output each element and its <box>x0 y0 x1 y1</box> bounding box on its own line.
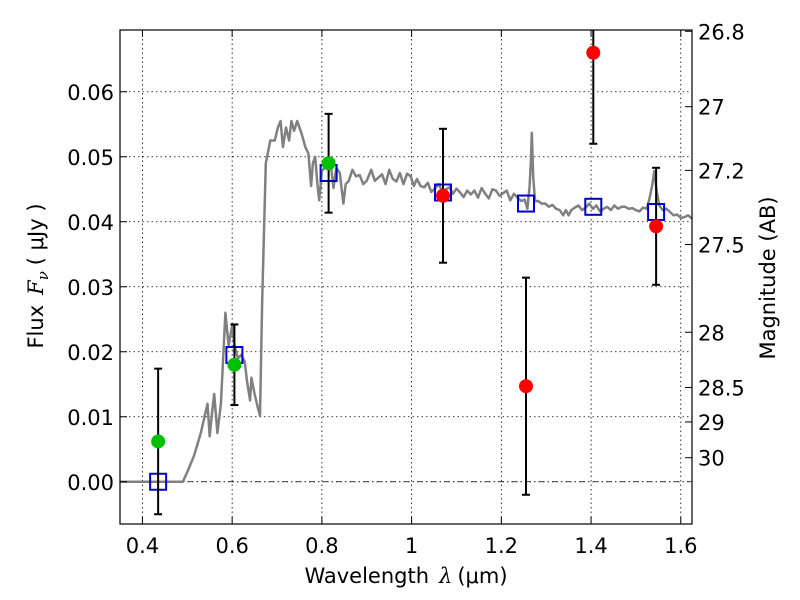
x-tick-labels: 0.4 0.6 0.8 1 1.2 1.4 1.6 <box>126 534 698 558</box>
y-axis-label-text: Flux <box>24 305 48 349</box>
y-tick-labels: 0.00 0.01 0.02 0.03 0.04 0.05 0.06 <box>67 81 114 495</box>
y-tick-label: 0.02 <box>67 341 114 365</box>
model-photometry-square <box>517 194 536 213</box>
plot-frame <box>119 29 693 525</box>
observed-point <box>151 434 166 449</box>
observed-points <box>151 45 664 449</box>
x-axis-label-unit: (μm) <box>457 564 507 588</box>
y2-tick-label: 30 <box>698 447 725 471</box>
y2-tick-label: 26.8 <box>698 20 745 44</box>
y-tick-label: 0.00 <box>67 471 114 495</box>
model-photometry-square <box>584 197 603 216</box>
y2-tick-label: 28.5 <box>698 377 745 401</box>
x-tick-label: 1.2 <box>485 534 518 558</box>
y2-tick-label: 27 <box>698 96 725 120</box>
x-axis-label-text: Wavelength <box>304 564 429 588</box>
y-axis-label-unit: ( μJy ) <box>24 203 48 265</box>
y-tick-label: 0.04 <box>67 211 114 235</box>
x-axis-label: Wavelength λ (μm) <box>304 564 507 588</box>
x-tick-label: 0.4 <box>126 534 159 558</box>
x-axis-label-symbol: λ <box>438 564 452 588</box>
observed-point <box>649 219 664 234</box>
observed-point <box>586 45 601 60</box>
y-tick-label: 0.03 <box>67 276 114 300</box>
x-tick-label: 1 <box>405 534 418 558</box>
observed-point <box>519 379 534 394</box>
y2-tick-label: 28 <box>698 321 725 345</box>
x-tick-label: 1.4 <box>574 534 607 558</box>
observed-point <box>227 357 242 372</box>
y2-axis-label: Magnitude (AB) <box>756 196 780 359</box>
axis-ticks <box>120 30 692 524</box>
y2-tick-labels: 26.8 27 27.2 27.5 28 28.5 29 30 <box>698 20 745 470</box>
y2-tick-label: 29 <box>698 411 725 435</box>
observed-point <box>321 156 336 171</box>
y2-tick-label: 27.2 <box>698 159 745 183</box>
y-tick-label: 0.06 <box>67 81 114 105</box>
y-axis-label-symbol: F <box>24 279 48 296</box>
observed-point <box>436 188 451 203</box>
x-tick-label: 0.8 <box>305 534 338 558</box>
x-tick-label: 0.6 <box>215 534 248 558</box>
y-tick-label: 0.01 <box>67 406 114 430</box>
x-tick-label: 1.6 <box>664 534 697 558</box>
y-axis-label-subscript: ν <box>34 271 52 280</box>
y-axis-label: Flux Fν ( μJy ) <box>24 203 52 348</box>
y2-tick-label: 27.5 <box>698 234 745 258</box>
y-tick-label: 0.05 <box>67 146 114 170</box>
